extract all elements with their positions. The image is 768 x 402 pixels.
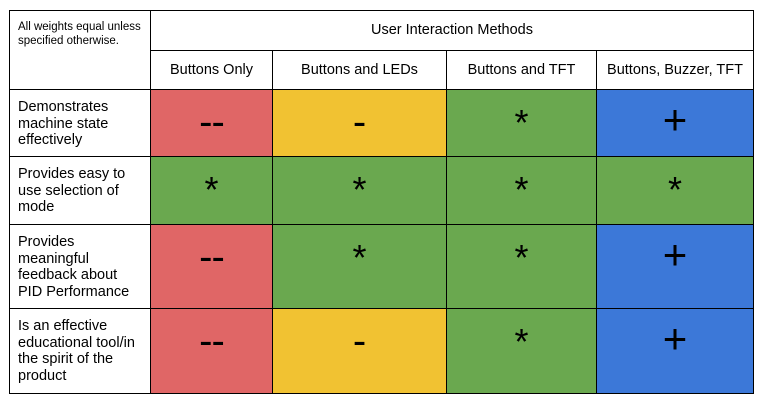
- weights-note: All weights equal unless specified other…: [9, 10, 151, 90]
- rating-cell: +: [596, 224, 754, 309]
- table-row: Provides easy to use selection of mode *…: [9, 156, 754, 225]
- decision-matrix: All weights equal unless specified other…: [9, 10, 754, 394]
- column-header-buttons-leds: Buttons and LEDs: [272, 49, 447, 90]
- rating-cell: +: [596, 308, 754, 394]
- rating-cell: *: [446, 156, 597, 225]
- criterion-label: Demonstrates machine state effectively: [9, 89, 151, 157]
- rating-cell: --: [150, 224, 273, 309]
- criterion-label: Is an effective educational tool/in the …: [9, 308, 151, 394]
- rating-cell: *: [272, 156, 447, 225]
- rating-cell: *: [446, 224, 597, 309]
- rating-cell: *: [150, 156, 273, 225]
- criterion-label: Provides meaningful feedback about PID P…: [9, 224, 151, 309]
- column-header-buttons-tft: Buttons and TFT: [446, 49, 597, 90]
- rating-cell: --: [150, 89, 273, 157]
- rating-cell: +: [596, 89, 754, 157]
- column-header-buttons-buzzer-tft: Buttons, Buzzer, TFT: [596, 49, 754, 90]
- table-row: Demonstrates machine state effectively -…: [9, 89, 754, 157]
- rating-cell: *: [446, 89, 597, 157]
- column-header-buttons-only: Buttons Only: [150, 49, 273, 90]
- rating-cell: -: [272, 89, 447, 157]
- group-header: User Interaction Methods: [150, 10, 754, 51]
- rating-cell: *: [596, 156, 754, 225]
- table-row: Is an effective educational tool/in the …: [9, 308, 754, 394]
- rating-cell: --: [150, 308, 273, 394]
- table-row: Provides meaningful feedback about PID P…: [9, 224, 754, 309]
- criterion-label: Provides easy to use selection of mode: [9, 156, 151, 225]
- rating-cell: *: [446, 308, 597, 394]
- rating-cell: *: [272, 224, 447, 309]
- rating-cell: -: [272, 308, 447, 394]
